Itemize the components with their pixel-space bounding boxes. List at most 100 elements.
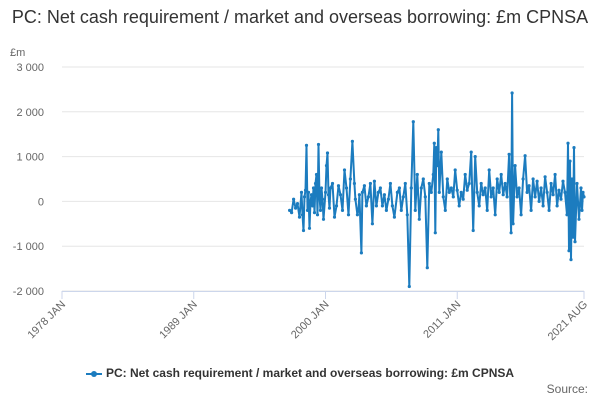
data-point <box>301 228 306 233</box>
data-point <box>439 150 443 154</box>
data-point <box>434 146 438 150</box>
data-point <box>323 190 328 194</box>
data-point <box>495 177 499 181</box>
data-point <box>445 177 449 181</box>
data-point <box>352 181 356 186</box>
data-point <box>541 204 545 208</box>
data-point <box>324 164 329 168</box>
data-point <box>332 215 337 219</box>
data-point <box>307 226 312 230</box>
data-point <box>325 151 330 155</box>
data-point <box>397 186 401 190</box>
data-point <box>355 213 359 217</box>
y-tick-label: -2 000 <box>13 286 44 298</box>
data-point <box>346 213 351 217</box>
data-point <box>312 211 317 215</box>
data-point <box>305 208 310 212</box>
data-point <box>372 179 376 183</box>
data-point <box>395 190 399 194</box>
data-point <box>551 193 555 197</box>
data-point <box>415 172 419 177</box>
data-point <box>519 213 523 217</box>
data-point <box>362 184 366 188</box>
data-point <box>370 222 374 226</box>
data-point <box>433 231 437 235</box>
data-point <box>497 190 501 194</box>
y-tick-label: 0 <box>38 196 44 208</box>
data-point <box>386 197 390 201</box>
y-tick-label: 1 000 <box>16 152 44 164</box>
data-point <box>467 181 471 186</box>
data-point <box>313 181 318 186</box>
y-unit-label: £m <box>10 47 25 59</box>
data-point <box>353 197 357 201</box>
data-point <box>451 195 455 199</box>
data-point <box>348 177 352 181</box>
data-point <box>443 208 447 212</box>
data-point <box>308 199 313 203</box>
data-point <box>517 186 521 190</box>
data-point <box>563 190 567 194</box>
data-point <box>318 208 323 212</box>
data-point <box>419 186 423 190</box>
data-point <box>499 172 503 177</box>
data-point <box>557 188 561 192</box>
data-point <box>581 190 585 194</box>
data-point <box>300 213 305 217</box>
data-point <box>533 195 537 199</box>
data-point <box>507 152 511 156</box>
data-point <box>366 195 370 199</box>
data-point <box>338 193 343 197</box>
data-point <box>288 208 292 212</box>
data-point <box>571 235 575 239</box>
data-point <box>330 181 335 186</box>
data-point <box>568 159 572 163</box>
data-point <box>425 266 429 270</box>
legend[interactable]: PC: Net cash requirement / market and ov… <box>0 366 600 380</box>
data-point <box>457 204 461 208</box>
data-point <box>435 164 439 168</box>
data-point <box>473 155 477 159</box>
series-line <box>288 92 585 288</box>
data-point <box>547 208 551 212</box>
data-point <box>463 172 467 177</box>
data-point <box>392 215 396 219</box>
data-point <box>427 181 431 186</box>
data-point <box>326 193 331 197</box>
data-point <box>559 197 563 201</box>
data-point <box>421 177 425 181</box>
chart-title: PC: Net cash requirement / market and ov… <box>11 7 589 27</box>
data-point <box>485 208 489 212</box>
data-point <box>294 206 298 210</box>
x-tick-label: 1989 JAN <box>157 299 200 342</box>
data-point <box>306 190 311 194</box>
data-point <box>368 181 372 186</box>
data-point <box>537 199 541 203</box>
data-point <box>543 175 547 179</box>
data-point <box>432 141 436 145</box>
data-point <box>310 204 315 208</box>
data-point <box>573 240 577 244</box>
data-point <box>565 213 569 217</box>
data-point <box>290 211 294 215</box>
data-point <box>413 208 417 212</box>
data-point <box>566 141 570 145</box>
data-point <box>465 188 469 192</box>
data-point <box>535 179 539 183</box>
data-point <box>423 195 427 199</box>
data-point <box>505 195 509 199</box>
data-point <box>342 168 347 172</box>
data-point <box>360 190 364 194</box>
data-point <box>577 217 581 221</box>
data-point <box>340 208 345 212</box>
x-tick-label: 1978 JAN <box>25 299 68 342</box>
data-point <box>561 179 565 183</box>
data-point <box>569 258 573 262</box>
data-point <box>356 208 360 212</box>
y-tick-label: 3 000 <box>16 62 44 74</box>
data-point <box>431 172 435 177</box>
data-point <box>503 181 507 186</box>
data-point <box>380 204 384 208</box>
data-point <box>409 186 413 190</box>
